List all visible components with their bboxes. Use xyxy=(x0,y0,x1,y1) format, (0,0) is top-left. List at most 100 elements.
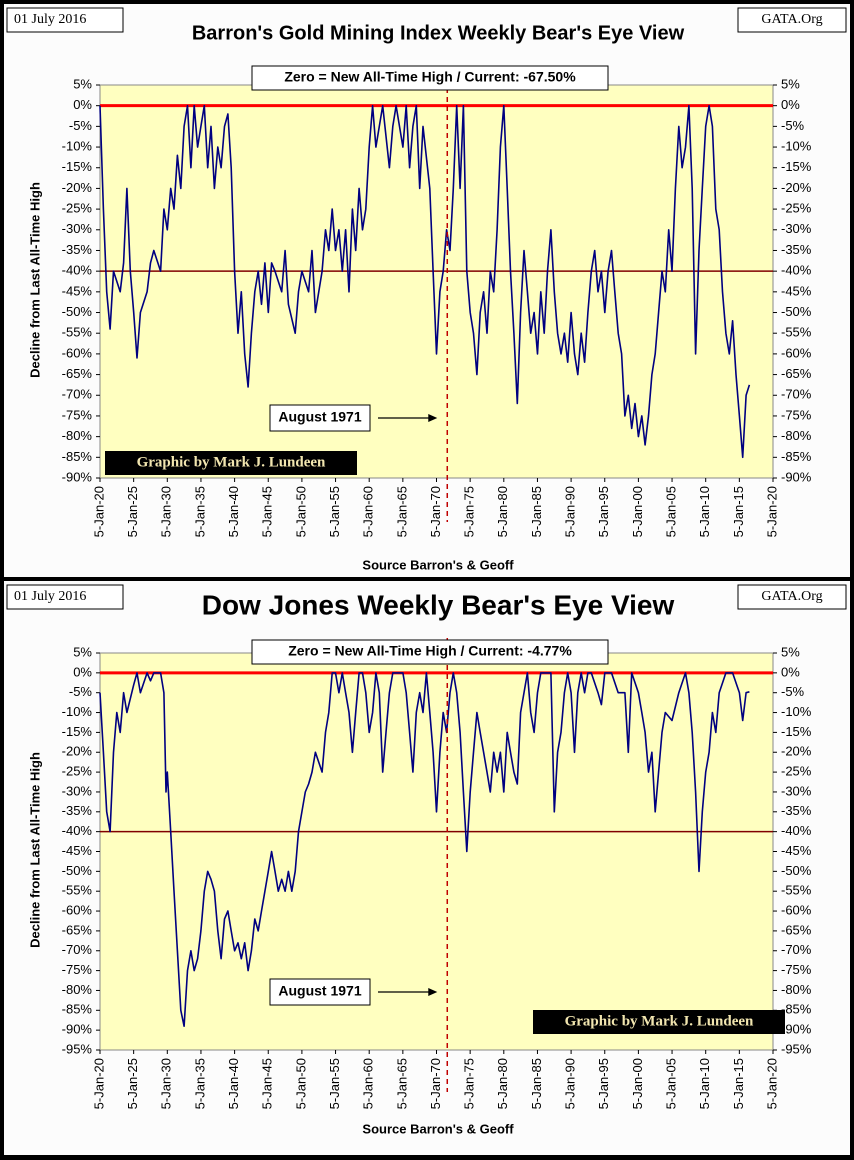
y-tick-label: -65% xyxy=(62,366,93,381)
y-axis-label: Decline from Last All-Time High xyxy=(27,752,42,948)
x-tick-label: 5-Jan-15 xyxy=(731,1058,746,1109)
note-box xyxy=(251,65,609,91)
x-tick-label: 5-Jan-85 xyxy=(529,486,544,537)
note-box xyxy=(251,639,609,665)
x-tick-label: 5-Jan-90 xyxy=(563,486,578,537)
data-line xyxy=(99,672,750,1027)
y2-tick-label: -45% xyxy=(781,283,812,298)
site: GATA.Org xyxy=(761,12,822,27)
y-tick-label: -65% xyxy=(62,922,93,937)
x-tick-label: 5-Jan-95 xyxy=(596,486,611,537)
y-tick-label: -45% xyxy=(62,283,93,298)
y-tick-label: -60% xyxy=(62,902,93,917)
event-box xyxy=(269,978,371,1006)
y-tick-label: -80% xyxy=(62,428,93,443)
x-tick-label: 5-Jan-20 xyxy=(91,486,106,537)
x-tick-label: 5-Jan-45 xyxy=(260,486,275,537)
y-tick-label: -75% xyxy=(62,407,93,422)
y-tick-label: -20% xyxy=(62,180,93,195)
x-tick-label: 5-Jan-10 xyxy=(697,486,712,537)
y2-tick-label: -65% xyxy=(781,922,812,937)
y-tick-label: -95% xyxy=(62,1041,93,1056)
y2-tick-label: -35% xyxy=(781,803,812,818)
y-tick-label: -5% xyxy=(69,684,93,699)
x-tick-label: 5-Jan-35 xyxy=(192,1058,207,1109)
y-tick-label: -85% xyxy=(62,1002,93,1017)
x-tick-label: 5-Jan-45 xyxy=(260,1058,275,1109)
event-box xyxy=(269,404,371,432)
credit-box xyxy=(105,451,357,475)
y2-tick-label: -90% xyxy=(781,1022,812,1037)
y-tick-label: -25% xyxy=(62,201,93,216)
y-tick-label: 0% xyxy=(73,664,92,679)
x-tick-label: 5-Jan-55 xyxy=(327,486,342,537)
plot-area xyxy=(99,652,774,1051)
y2-tick-label: -30% xyxy=(781,783,812,798)
x-tick-label: 5-Jan-10 xyxy=(697,1058,712,1109)
y-tick-label: 0% xyxy=(73,97,92,112)
y2-tick-label: -15% xyxy=(781,724,812,739)
y-tick-label: -50% xyxy=(62,863,93,878)
y2-tick-label: -95% xyxy=(781,1041,812,1056)
y-tick-label: -50% xyxy=(62,304,93,319)
event-label: August 1971 xyxy=(278,983,361,999)
y-tick-label: -45% xyxy=(62,843,93,858)
y2-tick-label: -60% xyxy=(781,345,812,360)
chart-title: Dow Jones Weekly Bear's Eye View xyxy=(202,589,675,620)
y2-tick-label: -35% xyxy=(781,242,812,257)
y2-tick-label: -40% xyxy=(781,263,812,278)
x-axis-label: Source Barron's & Geoff xyxy=(362,557,514,572)
credit: Graphic by Mark J. Lundeen xyxy=(565,1013,754,1029)
site-box xyxy=(737,7,847,33)
x-tick-label: 5-Jan-90 xyxy=(563,1058,578,1109)
y-tick-label: -55% xyxy=(62,883,93,898)
y2-tick-label: -10% xyxy=(781,138,812,153)
y2-tick-label: -50% xyxy=(781,304,812,319)
y-tick-label: -5% xyxy=(69,118,93,133)
y-tick-label: -30% xyxy=(62,783,93,798)
x-tick-label: 5-Jan-65 xyxy=(394,1058,409,1109)
y2-tick-label: -25% xyxy=(781,201,812,216)
x-tick-label: 5-Jan-00 xyxy=(630,1058,645,1109)
x-tick-label: 5-Jan-35 xyxy=(192,486,207,537)
y-tick-label: -35% xyxy=(62,242,93,257)
y-axis-label: Decline from Last All-Time High xyxy=(27,182,42,378)
y-tick-label: -75% xyxy=(62,962,93,977)
y2-tick-label: 5% xyxy=(781,644,800,659)
y-tick-label: -60% xyxy=(62,345,93,360)
x-tick-label: 5-Jan-60 xyxy=(361,486,376,537)
x-tick-label: 5-Jan-70 xyxy=(428,1058,443,1109)
y2-tick-label: -5% xyxy=(781,118,805,133)
y2-tick-label: -85% xyxy=(781,449,812,464)
x-axis-label: Source Barron's & Geoff xyxy=(362,1121,514,1136)
y2-tick-label: -75% xyxy=(781,407,812,422)
y2-tick-label: 0% xyxy=(781,97,800,112)
x-tick-label: 5-Jan-05 xyxy=(663,486,678,537)
y2-tick-label: -55% xyxy=(781,325,812,340)
x-tick-label: 5-Jan-50 xyxy=(293,1058,308,1109)
y2-tick-label: -90% xyxy=(781,469,812,484)
y-tick-label: -10% xyxy=(62,704,93,719)
y-tick-label: -25% xyxy=(62,764,93,779)
y-tick-label: 5% xyxy=(73,76,92,91)
y2-tick-label: 0% xyxy=(781,664,800,679)
x-tick-label: 5-Jan-55 xyxy=(327,1058,342,1109)
x-tick-label: 5-Jan-20 xyxy=(764,1058,779,1109)
x-tick-label: 5-Jan-75 xyxy=(462,1058,477,1109)
x-tick-label: 5-Jan-00 xyxy=(630,486,645,537)
y-tick-label: -15% xyxy=(62,159,93,174)
x-tick-label: 5-Jan-40 xyxy=(226,1058,241,1109)
site: GATA.Org xyxy=(761,589,822,604)
y-tick-label: -90% xyxy=(62,1022,93,1037)
y2-tick-label: -20% xyxy=(781,180,812,195)
y2-tick-label: -20% xyxy=(781,744,812,759)
y-tick-label: -15% xyxy=(62,724,93,739)
event-label: August 1971 xyxy=(278,409,361,425)
x-tick-label: 5-Jan-40 xyxy=(226,486,241,537)
x-tick-label: 5-Jan-25 xyxy=(125,1058,140,1109)
x-tick-label: 5-Jan-75 xyxy=(462,486,477,537)
x-tick-label: 5-Jan-05 xyxy=(663,1058,678,1109)
plot-area xyxy=(99,84,774,479)
data-line xyxy=(99,104,751,459)
